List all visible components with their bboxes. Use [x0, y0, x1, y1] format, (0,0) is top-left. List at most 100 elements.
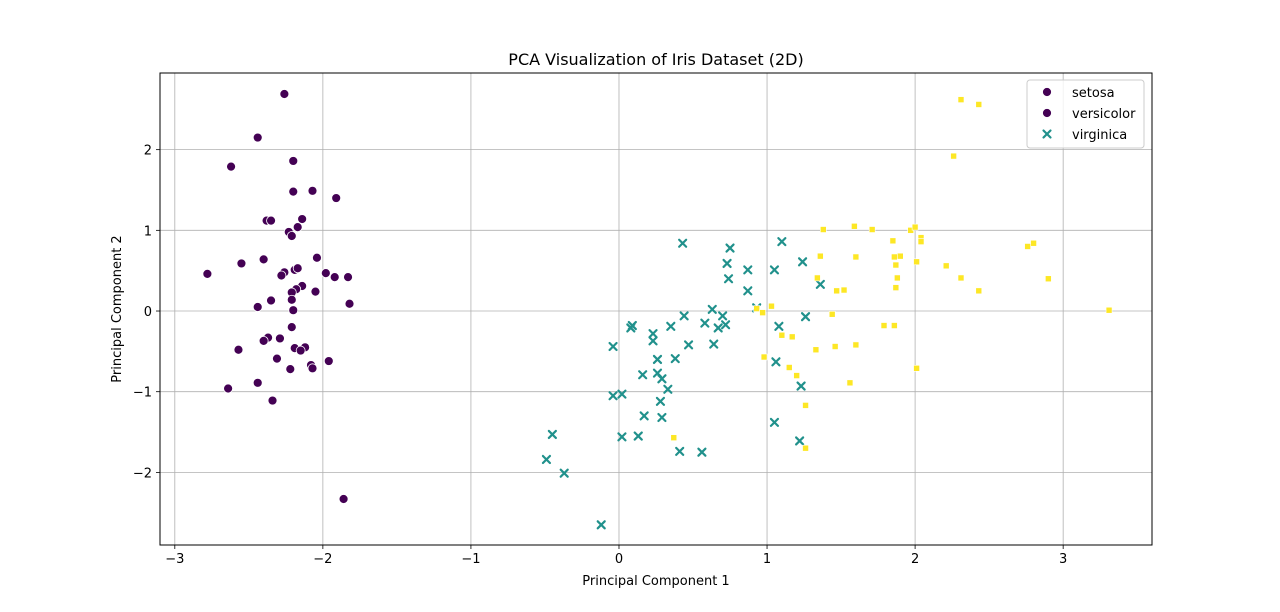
legend-marker-versicolor [1042, 108, 1052, 118]
x-tick-label: −2 [313, 552, 332, 567]
x-tick-label: 1 [763, 552, 771, 567]
data-point-yellow [868, 226, 876, 233]
x-tick-label: −1 [461, 552, 480, 567]
data-point-setosa [252, 377, 263, 388]
data-point-setosa [286, 322, 297, 333]
data-point-yellow [891, 253, 898, 261]
data-point-virginica [547, 429, 557, 440]
data-point-virginica [697, 447, 707, 457]
data-point-virginica [795, 436, 805, 446]
legend-marker-setosa [1042, 87, 1052, 97]
data-point-setosa [338, 494, 349, 504]
data-point-yellow [793, 372, 800, 379]
y-tick-label: 0 [144, 305, 152, 320]
data-point-setosa [295, 345, 306, 356]
data-point-virginica [743, 265, 753, 275]
data-point-yellow [802, 444, 809, 452]
y-tick-label: 1 [144, 224, 152, 239]
data-point-virginica [596, 520, 606, 530]
legend-markers [1042, 87, 1052, 139]
data-point-setosa [286, 294, 297, 305]
data-point-setosa [272, 353, 282, 364]
data-point-yellow [1030, 239, 1037, 247]
data-point-setosa [279, 89, 290, 99]
data-point-virginica [679, 311, 689, 321]
data-point-yellow [896, 252, 904, 260]
data-point-virginica [713, 323, 723, 333]
chart-title: PCA Visualization of Iris Dataset (2D) [508, 50, 803, 69]
data-point-virginica [709, 339, 719, 349]
data-point-setosa [343, 272, 353, 283]
data-point-yellow [891, 322, 898, 329]
y-tick-label: 2 [144, 144, 152, 159]
data-point-virginica [639, 411, 649, 421]
data-point-virginica [608, 391, 618, 401]
data-point-setosa [331, 193, 342, 203]
data-point-virginica [743, 286, 753, 296]
data-point-virginica [648, 336, 658, 346]
data-point-virginica [718, 311, 728, 321]
data-point-virginica [723, 274, 734, 284]
data-point-yellow [892, 284, 900, 291]
data-point-yellow [820, 226, 827, 233]
x-axis-label: Principal Component 1 [582, 574, 729, 589]
data-point-virginica [800, 312, 811, 322]
y-tick-label: −2 [133, 466, 152, 481]
data-point-setosa [258, 254, 269, 265]
data-point-yellow [913, 258, 920, 266]
data-points [202, 89, 1113, 530]
data-point-virginica [657, 412, 667, 423]
data-point-virginica [725, 243, 735, 253]
data-point-yellow [802, 402, 809, 409]
data-point-setosa [275, 333, 285, 344]
data-point-virginica [675, 446, 685, 457]
data-point-yellow [768, 302, 775, 310]
data-point-setosa [266, 215, 276, 226]
data-point-yellow [894, 274, 901, 282]
data-point-setosa [288, 305, 299, 316]
data-point-yellow [1105, 306, 1113, 314]
data-point-virginica [663, 384, 673, 394]
x-tick-label: −3 [165, 552, 184, 567]
data-point-virginica [666, 321, 676, 331]
data-point-yellow [852, 341, 860, 349]
data-point-yellow [880, 322, 888, 329]
data-point-yellow [785, 364, 793, 371]
data-point-virginica [774, 321, 784, 331]
data-point-yellow [892, 261, 900, 269]
legend-label-versicolor: versicolor [1072, 107, 1136, 122]
data-point-yellow [911, 223, 919, 231]
axis-ticks: −3 −2 −1 0 1 2 3 −2 −1 0 1 2 [133, 144, 1067, 567]
data-point-virginica [626, 323, 636, 333]
data-point-setosa [288, 156, 299, 166]
grid-lines [160, 73, 1152, 545]
data-point-yellow [814, 274, 821, 282]
data-point-virginica [797, 257, 808, 267]
x-tick-label: 2 [911, 552, 919, 567]
data-point-yellow [1024, 243, 1031, 250]
data-point-yellow [846, 379, 854, 387]
data-point-virginica [617, 389, 627, 399]
data-point-virginica [771, 357, 781, 367]
data-point-yellow [942, 262, 950, 270]
data-point-setosa [292, 222, 303, 233]
data-point-virginica [769, 417, 780, 427]
data-point-virginica [652, 354, 663, 365]
data-point-yellow [917, 238, 925, 245]
data-point-yellow [760, 353, 768, 361]
data-point-setosa [297, 214, 308, 224]
data-point-virginica [683, 340, 694, 350]
data-point-virginica [638, 370, 648, 380]
legend: setosa versicolor virginica [1026, 79, 1145, 149]
x-tick-label: 0 [615, 552, 623, 567]
data-point-yellow [812, 346, 820, 354]
data-point-yellow [950, 152, 957, 160]
data-point-virginica [617, 432, 627, 442]
data-point-virginica [648, 329, 658, 339]
data-point-yellow [957, 96, 965, 103]
data-point-yellow [788, 333, 796, 341]
legend-label-virginica: virginica [1072, 128, 1127, 143]
data-point-setosa [236, 258, 247, 269]
plot-frame [159, 72, 1153, 546]
legend-marker-virginica [1042, 129, 1052, 139]
